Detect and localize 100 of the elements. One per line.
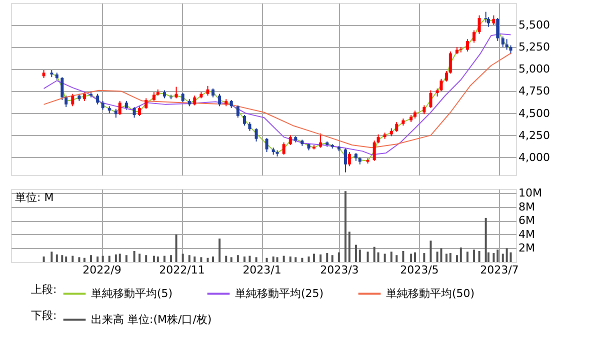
candlestick [448,51,452,74]
candlestick [71,93,74,107]
bar [473,250,476,262]
bar [289,256,292,262]
bar [42,256,45,262]
bar [366,252,369,262]
candlestick [242,114,246,126]
candlestick [344,148,347,173]
candlestick [144,98,148,110]
bar [50,252,53,262]
candlestick [138,106,142,116]
bar [90,255,92,262]
bar [72,256,74,262]
candlestick [472,30,476,44]
bar [152,256,155,262]
bar [182,254,184,262]
candlestick [265,137,268,153]
bar [313,254,315,262]
bar [308,256,310,262]
line-series [43,52,512,148]
bar [436,252,438,262]
candlestick [206,85,210,96]
bar [423,253,426,262]
candlestick [288,134,292,146]
y-tick-label: 5,500 [518,18,550,32]
bar [354,244,357,262]
bar [449,253,452,262]
bar [396,255,398,262]
bar [133,250,136,262]
bar [506,248,508,262]
bar [492,253,495,262]
y-tick-label: 4,750 [518,84,550,98]
bar [96,256,99,262]
bar [243,256,246,262]
candlestick [60,76,64,101]
bar [212,256,214,262]
candlestick [466,38,469,52]
bar [510,252,512,262]
candlestick [174,86,178,99]
bar [266,258,268,262]
bar [102,256,104,262]
candlestick [218,93,222,107]
bar [484,218,487,262]
bar [384,254,386,262]
legend-label: 単純移動平均(25) [235,286,324,300]
legend-label: 単純移動平均(50) [386,286,475,300]
bar [390,252,392,262]
bar [114,254,117,262]
legend-label: 出来高 単位:(M株/口/枚) [91,312,212,326]
bar [402,250,404,262]
legend-title: 上段: [31,283,57,296]
bar [301,258,304,262]
bar [445,254,448,262]
bar [348,232,350,262]
bar [276,257,278,262]
candlestick [395,122,398,132]
bar [206,258,209,262]
candlestick [254,128,258,142]
y-tick-label: 5,000 [518,62,550,76]
bar [320,254,322,262]
bar [78,257,80,262]
y-tick-label: 4,500 [518,106,550,120]
bar [156,256,159,262]
y-tick-label: 6M [518,214,535,228]
x-tick-label: 2023/5 [400,264,439,276]
bar [175,234,178,262]
y-tick-label: 8M [518,200,535,214]
bar [496,250,499,262]
bar [373,246,376,262]
legend-label: 単純移動平均(5) [91,286,173,300]
bar [61,255,64,262]
bar [358,250,361,262]
bar [248,256,251,262]
candlestick [348,152,351,167]
candlestick [193,95,196,106]
bar [338,252,340,262]
candlestick [501,36,504,48]
bar [326,253,328,262]
bar [440,248,442,262]
y-tick-label: 10M [518,186,542,200]
annotation: 単位: M [15,191,54,204]
bar [83,258,86,262]
bar [108,256,110,262]
y-tick-label: 5,250 [518,40,550,54]
bar [225,256,228,262]
bar [255,257,258,262]
bar [138,254,141,262]
bar [344,191,346,262]
bar [170,255,172,262]
bar [460,248,462,262]
candlestick [96,93,100,105]
bar [414,252,416,262]
bar [218,238,221,262]
candlestick [496,17,500,42]
bar [272,256,274,262]
candlestick [444,70,448,82]
candlestick [505,38,508,50]
bar [294,257,297,262]
bar [282,256,285,262]
x-tick-label: 2022/9 [82,264,122,276]
